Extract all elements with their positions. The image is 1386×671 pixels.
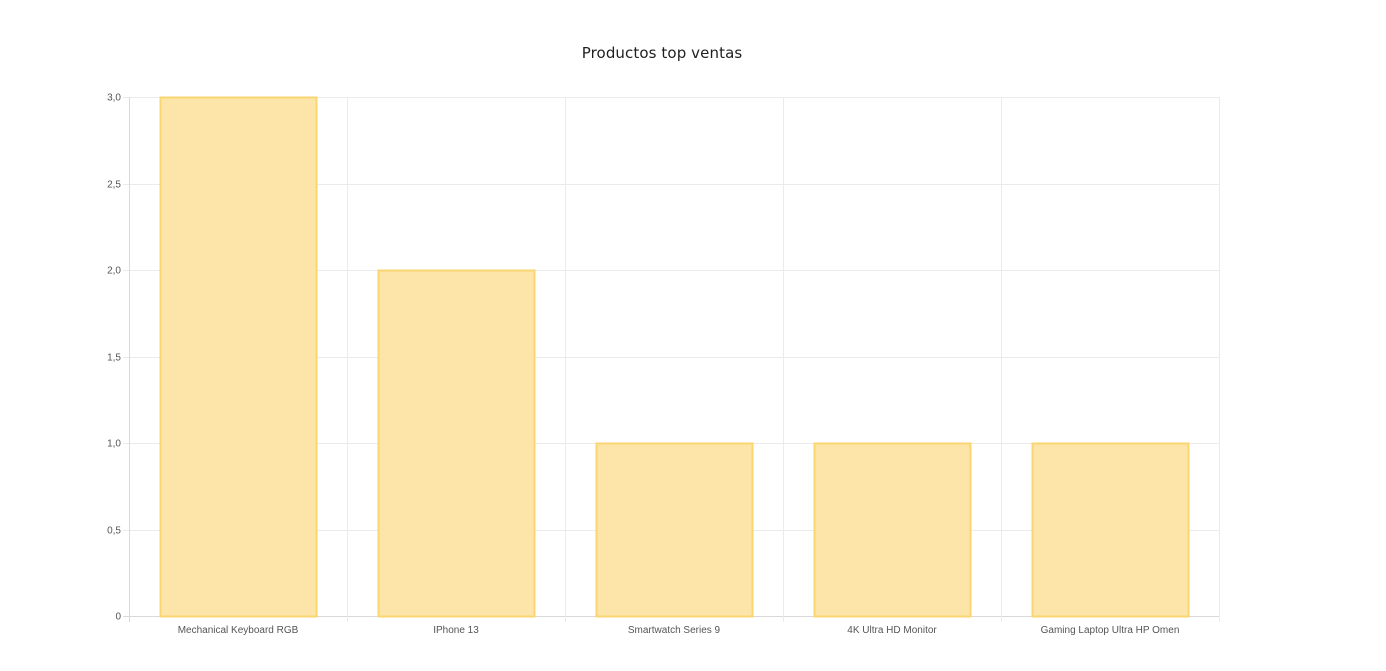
x-tick-label: 4K Ultra HD Monitor (847, 625, 937, 636)
y-tick-label: 0,5 (107, 526, 121, 537)
y-tick-label: 2,0 (107, 266, 121, 277)
x-tick-label: Smartwatch Series 9 (628, 625, 721, 636)
x-tick-label: IPhone 13 (433, 625, 479, 636)
y-tick-label: 0 (115, 612, 121, 623)
y-tick-label: 1,5 (107, 353, 121, 364)
y-tick-label: 1,0 (107, 439, 121, 450)
bar (813, 442, 972, 618)
x-tick-label: Gaming Laptop Ultra HP Omen (1041, 625, 1180, 636)
bar (377, 269, 536, 618)
x-tick-label: Mechanical Keyboard RGB (178, 625, 299, 636)
bar (595, 442, 754, 618)
y-tick-label: 3,0 (107, 93, 121, 104)
bar (159, 96, 318, 618)
chart-title: Productos top ventas (581, 44, 743, 62)
y-tick-label: 2,5 (107, 180, 121, 191)
bar (1031, 442, 1190, 618)
